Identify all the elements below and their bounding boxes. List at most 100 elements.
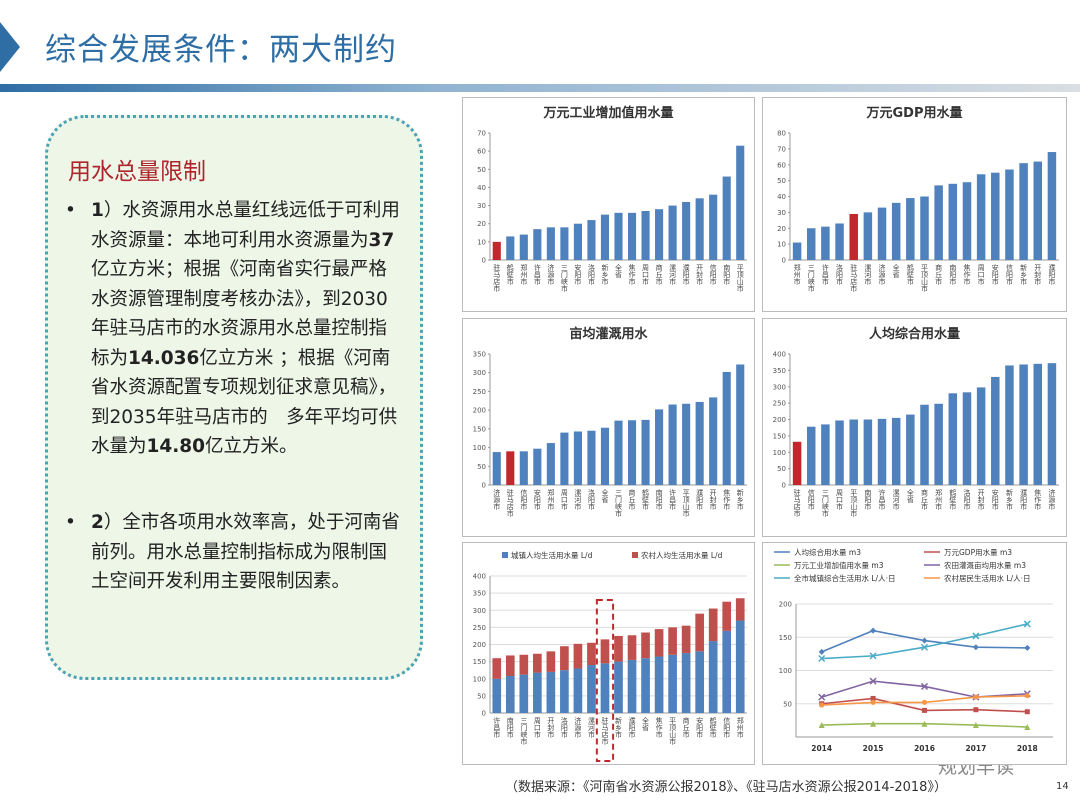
text-run: 亿立方米；根据《河南省实行最严格水资源管理制度考核办法》，到2030年驻马店市的… xyxy=(91,259,388,369)
x-tick-label: 济源市 xyxy=(574,716,582,739)
bar xyxy=(587,430,596,485)
bar xyxy=(920,404,929,485)
bar-segment xyxy=(600,663,610,713)
y-tick-label: 400 xyxy=(773,351,786,359)
x-tick-label: 三门峡市 xyxy=(821,489,829,518)
x-tick-label: 濮阳市 xyxy=(696,488,704,511)
y-tick-label: 50 xyxy=(477,692,486,700)
marker xyxy=(818,722,825,729)
x-tick-label: 信阳市 xyxy=(709,263,717,286)
bar-segment xyxy=(587,665,596,713)
marker xyxy=(973,707,979,713)
x-tick-label: 洛阳市 xyxy=(587,263,595,286)
x-tick-label: 郑州市 xyxy=(520,264,528,286)
x-tick-label: 鹤壁市 xyxy=(949,488,957,511)
x-tick-label: 三门峡市 xyxy=(807,264,815,293)
x-tick-label: 南阳市 xyxy=(723,263,731,286)
marker xyxy=(1024,709,1030,715)
y-tick-label: 40 xyxy=(477,184,486,192)
legend-label: 万元工业增加值用水量 m3 xyxy=(794,560,884,570)
text-run: 14.036 xyxy=(128,347,200,369)
marker xyxy=(869,677,877,685)
y-tick-label: 0 xyxy=(482,482,486,490)
x-tick-label: 周口市 xyxy=(642,264,650,286)
bar xyxy=(1019,163,1028,260)
y-tick-label: 20 xyxy=(777,225,786,233)
marker xyxy=(920,682,929,690)
bar xyxy=(920,196,929,260)
chart-frame xyxy=(462,318,755,537)
chart-frame xyxy=(762,542,1067,765)
chart-title: 亩均灌溉用水 xyxy=(569,326,648,342)
bar xyxy=(627,212,637,260)
x-tick-label: 信阳市 xyxy=(723,716,731,739)
bar xyxy=(934,403,943,485)
y-tick-label: 50 xyxy=(783,700,792,708)
bar xyxy=(519,451,528,485)
bullet-dot: • xyxy=(65,200,76,221)
marker xyxy=(972,722,979,729)
bar xyxy=(546,227,555,260)
y-tick-label: 200 xyxy=(473,407,486,415)
y-tick-label: 250 xyxy=(473,388,486,396)
bar-segment xyxy=(627,659,637,713)
marker xyxy=(818,693,826,701)
bar-segment xyxy=(695,651,704,713)
bar xyxy=(906,414,915,485)
bullet: • 2）全市各项用水效率高，处于河南省前列。用水总量控制指标成为限制国土空间开发利… xyxy=(65,508,405,597)
bullet-text: 1）水资源用水总量红线远低于可利用水资源量：本地可利用水资源量为37 亿立方米；根… xyxy=(91,196,405,462)
y-tick-label: 200 xyxy=(773,416,786,424)
x-tick-label: 2017 xyxy=(965,744,986,753)
x-tick-label: 周口市 xyxy=(560,489,568,511)
y-tick-label: 200 xyxy=(473,641,486,649)
bar xyxy=(668,205,677,260)
bar xyxy=(682,201,691,260)
bar-segment xyxy=(560,670,569,713)
x-tick-label: 驻马店市 xyxy=(506,488,514,518)
x-tick-label: 开封市 xyxy=(1034,264,1042,286)
x-tick-label: 商丘市 xyxy=(655,263,663,286)
x-tick-label: 商丘市 xyxy=(935,263,943,286)
bar-segment xyxy=(735,620,745,713)
x-tick-label: 2016 xyxy=(914,744,935,753)
y-tick-label: 30 xyxy=(777,209,786,217)
panel-heading: 用水总量限制 xyxy=(68,159,206,185)
x-tick-label: 驻马店市 xyxy=(493,263,501,293)
bar xyxy=(506,451,515,485)
x-tick-label: 许昌市 xyxy=(493,716,501,739)
x-tick-label: 平顶山市 xyxy=(850,489,858,518)
x-tick-label: 鹤壁市 xyxy=(709,716,717,739)
legend-label: 全市城镇综合生活用水 L/人·日 xyxy=(794,573,895,583)
x-tick-label: 漯河市 xyxy=(892,488,900,511)
bar xyxy=(695,401,704,485)
marker xyxy=(922,699,927,705)
marker xyxy=(870,627,877,634)
bar xyxy=(533,448,542,485)
bar xyxy=(709,194,718,260)
x-tick-label: 安阳市 xyxy=(696,716,704,739)
bar xyxy=(533,229,542,260)
bar xyxy=(806,228,816,260)
bar xyxy=(1033,161,1043,260)
marker xyxy=(1023,620,1031,628)
bar-segment xyxy=(614,661,623,713)
bar xyxy=(627,420,637,485)
bar xyxy=(906,198,915,260)
x-tick-label: 南阳市 xyxy=(864,488,872,511)
y-tick-label: 150 xyxy=(473,425,486,433)
x-tick-label: 2014 xyxy=(811,744,832,753)
y-tick-label: 350 xyxy=(773,367,786,375)
bar xyxy=(709,397,718,485)
bar xyxy=(991,172,1000,260)
bar-segment xyxy=(573,643,583,669)
legend-label: 万元GDP用水量 m3 xyxy=(944,547,1012,557)
y-tick-label: 10 xyxy=(477,238,486,246)
bar xyxy=(695,198,704,260)
y-tick-label: 200 xyxy=(779,601,792,609)
marker xyxy=(818,648,825,655)
bar xyxy=(600,427,610,485)
x-tick-label: 信阳市 xyxy=(807,488,815,511)
x-tick-label: 洛阳市 xyxy=(963,488,971,511)
bar xyxy=(492,241,501,260)
x-tick-label: 新乡市 xyxy=(1005,488,1013,511)
